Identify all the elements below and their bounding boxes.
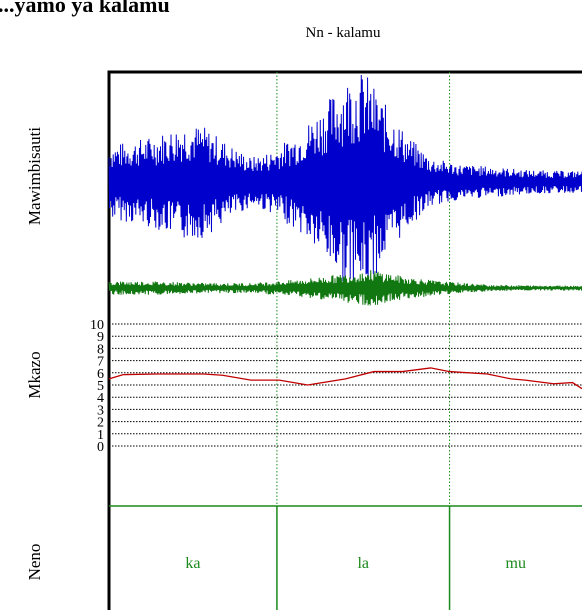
ylabel-waveform: Mawimbisauti <box>25 127 44 225</box>
syllable-label: mu <box>506 555 526 572</box>
cut-title: ...yamo ya kalamu <box>0 0 170 17</box>
chart-title: Nn - kalamu <box>306 25 381 41</box>
y-tick-label: 0 <box>97 440 104 455</box>
y-tick-label: 7 <box>97 355 104 370</box>
y-tick-label: 9 <box>97 330 104 345</box>
waveform-trace-green <box>108 270 582 306</box>
y-tick-label: 4 <box>97 391 104 406</box>
ylabel-syllables: Neno <box>25 544 44 581</box>
y-tick-label: 5 <box>97 379 104 394</box>
pitch-trace <box>108 367 582 390</box>
syllable-labels: ka la mu <box>185 555 526 572</box>
syllable-label: ka <box>185 555 200 572</box>
syllable-label: la <box>357 555 369 572</box>
waveform-trace-blue <box>108 74 582 290</box>
y-tick-label: 1 <box>97 428 104 443</box>
pitch-line <box>108 367 582 390</box>
waveform-traces <box>108 74 582 306</box>
y-tick-label: 6 <box>97 367 104 382</box>
y-tick-label: 2 <box>97 416 104 431</box>
pitch-grid <box>109 323 582 447</box>
ylabel-pitch: Mkazo <box>25 351 44 398</box>
y-tick-label: 3 <box>97 403 104 418</box>
y-tick-label: 8 <box>97 342 104 357</box>
y-tick-label: 10 <box>90 318 104 333</box>
panel-frame <box>107 70 582 610</box>
